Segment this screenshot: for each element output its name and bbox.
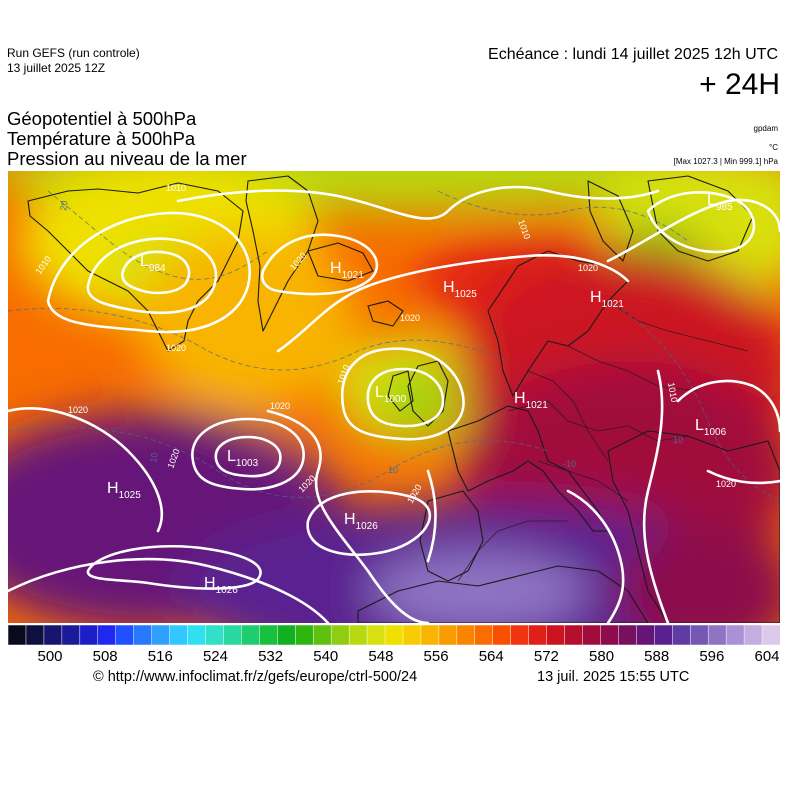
colorbar-swatch: [510, 625, 530, 645]
isobar-label: 1020: [400, 313, 420, 323]
colorbar-swatch: [456, 625, 476, 645]
colorbar-tick-label: 508: [92, 648, 118, 665]
colorbar-swatch: [689, 625, 710, 645]
isotherm-label: 10: [148, 452, 160, 464]
generated-time: 13 juil. 2025 15:55 UTC: [537, 669, 690, 685]
run-title: Run GEFS (run controle): [7, 46, 140, 60]
colorbar-tick-label: 524: [202, 648, 228, 665]
colorbar-swatch: [25, 625, 45, 645]
colorbar-swatch: [420, 625, 440, 645]
pressure-center: H1026: [344, 511, 378, 532]
isotherm-label: 10: [673, 435, 683, 445]
colorbar-swatch: [61, 625, 81, 645]
colorbar-swatch: [223, 625, 243, 645]
isotherm-label: 10: [388, 465, 398, 475]
colorbar-swatch: [564, 625, 584, 645]
colorbar-swatch: [546, 625, 566, 645]
pressure-center: H1026: [204, 575, 238, 596]
field-temperature: Température à 500hPa: [7, 128, 196, 149]
colorbar-swatch: [474, 625, 494, 645]
colorbar-swatch: [115, 625, 135, 645]
forecast-time: Echéance : lundi 14 juillet 2025 12h UTC: [488, 46, 778, 63]
colorbar-swatch: [169, 625, 189, 645]
isobar-label: 1020: [68, 405, 88, 415]
colorbar-swatch: [438, 625, 458, 645]
pressure-center: H1025: [443, 279, 477, 300]
colorbar-tick-label: 548: [368, 648, 394, 665]
isobar-label: 1020: [270, 401, 290, 411]
credit-url[interactable]: © http://www.infoclimat.fr/z/gefs/europe…: [93, 669, 418, 685]
colorbar-swatch: [600, 625, 620, 645]
colorbar-swatch: [43, 625, 63, 645]
lead-time: + 24H: [699, 68, 780, 101]
pressure-center: L1003: [227, 448, 259, 469]
pressure-center: H1021: [330, 260, 364, 281]
colorbar-tick-label: 588: [644, 648, 670, 665]
pressure-center: L985: [707, 192, 733, 213]
isobar-label: 1010: [666, 382, 679, 403]
isobar-label: 1010: [166, 183, 186, 193]
colorbar: [8, 625, 780, 645]
colorbar-swatch: [205, 625, 225, 645]
isobar-label: 1020: [166, 343, 186, 353]
pressure-center: H1021: [590, 289, 624, 310]
colorbar-tick-label: 580: [589, 648, 615, 665]
colorbar-swatch: [348, 625, 368, 645]
weather-map: L985 L984 H1021 H1025 H1021 L1000 H1021 …: [8, 171, 780, 623]
colorbar-tick-label: 572: [533, 648, 559, 665]
colorbar-swatch: [295, 625, 315, 645]
colorbar-tick-label: 500: [37, 648, 63, 665]
colorbar-swatch: [707, 625, 727, 645]
colorbar-swatch: [672, 625, 692, 645]
isotherm-labels: 20 10 10 -10 10: [58, 200, 683, 475]
isobar-label: 1020: [578, 263, 598, 273]
colorbar-tick-label: 516: [147, 648, 173, 665]
colorbar-tick-label: 540: [313, 648, 339, 665]
isobars: [8, 185, 780, 623]
colorbar-swatch: [151, 625, 171, 645]
colorbar-swatch: [654, 625, 674, 645]
colorbar-swatch: [725, 625, 745, 645]
pressure-centers: L985 L984 H1021 H1025 H1021 L1000 H1021 …: [107, 192, 733, 596]
pressure-center: H1021: [514, 390, 548, 411]
colorbar-swatch: [330, 625, 350, 645]
colorbar-swatch: [402, 625, 422, 645]
colorbar-swatch: [277, 625, 297, 645]
field-pressure: Pression au niveau de la mer: [7, 148, 247, 169]
pressure-max-min: [Max 1027.3 | Min 999.1] hPa: [673, 157, 778, 166]
colorbar-tick-label: 604: [754, 648, 780, 665]
pressure-center: L1006: [695, 417, 727, 438]
unit-gpdam: gpdam: [753, 124, 778, 133]
pressure-center: H1025: [107, 480, 141, 501]
colorbar-swatch: [492, 625, 512, 645]
colorbar-swatch: [241, 625, 261, 645]
colorbar-tick-label: 564: [478, 648, 504, 665]
isotherm-label: -10: [563, 459, 576, 469]
colorbar-swatch: [312, 625, 333, 645]
colorbar-swatch: [384, 625, 404, 645]
colorbar-tick-label: 532: [258, 648, 284, 665]
colorbar-swatch: [528, 625, 548, 645]
colorbar-swatch: [97, 625, 117, 645]
colorbar-swatch: [743, 625, 763, 645]
colorbar-swatch: [636, 625, 656, 645]
colorbar-swatch: [366, 625, 386, 645]
pressure-center: L984: [140, 253, 166, 274]
colorbar-swatch: [187, 625, 207, 645]
colorbar-tick-label: 556: [423, 648, 449, 665]
pressure-center: L1000: [375, 384, 407, 405]
isotherm-label: 20: [58, 200, 70, 212]
unit-celsius: °C: [769, 143, 778, 152]
isobar-label: 1020: [716, 479, 736, 489]
colorbar-swatch: [133, 625, 153, 645]
colorbar-swatch: [79, 625, 99, 645]
colorbar-tick-label: 596: [699, 648, 725, 665]
colorbar-swatch: [761, 625, 780, 645]
colorbar-swatch: [582, 625, 602, 645]
run-date: 13 juillet 2025 12Z: [7, 61, 106, 75]
colorbar-swatch: [259, 625, 279, 645]
field-geopotential: Géopotentiel à 500hPa: [7, 108, 197, 129]
colorbar-swatch: [8, 625, 27, 645]
colorbar-swatch: [618, 625, 638, 645]
